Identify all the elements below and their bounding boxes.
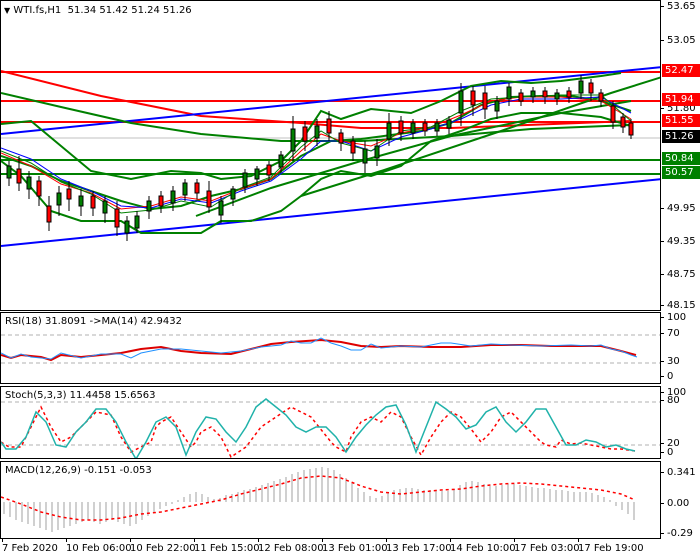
resistance-level-tag: 51.55 xyxy=(662,114,700,127)
stochastic-axis: 100 80 20 0 xyxy=(659,386,700,459)
resistance-level-tag: 51.94 xyxy=(662,93,700,106)
price-tick: 53.65 xyxy=(660,1,696,12)
macd-tick: 0.00 xyxy=(659,498,689,509)
support-level-tag: 50.57 xyxy=(662,166,700,179)
macd-tick: 0.341 xyxy=(660,467,696,478)
time-label: 11 Feb 15:00 xyxy=(194,538,260,554)
price-axis[interactable]: 53.65 53.05 51.80 49.95 49.35 48.75 48.1… xyxy=(660,0,700,311)
time-label: 10 Feb 06:00 xyxy=(66,538,132,554)
stoch-tick: 20 xyxy=(660,438,680,449)
price-tick: 48.75 xyxy=(660,269,696,280)
price-chart-canvas xyxy=(1,66,660,247)
rsi-tick: 100 xyxy=(659,312,686,323)
macd-panel[interactable]: MACD(12,26,9) -0.151 -0.053 xyxy=(0,461,661,539)
symbol-label: WTI.fs,H1 xyxy=(13,5,62,16)
stoch-tick: 100 xyxy=(659,387,686,398)
triangle-down-icon[interactable]: ▼ xyxy=(4,6,11,15)
time-label: 13 Feb 17:00 xyxy=(386,538,452,554)
stochastic-label: Stoch(5,3,3) 11.4458 15.6563 xyxy=(5,390,156,401)
price-tick: 49.35 xyxy=(660,236,696,247)
macd-axis: 0.341 0.00 -0.29 xyxy=(659,461,700,539)
macd-label: MACD(12,26,9) -0.151 -0.053 xyxy=(5,465,152,476)
time-label: 7 Feb 2020 xyxy=(2,538,58,554)
price-tick: 49.95 xyxy=(660,203,696,214)
rsi-axis: 100 70 30 0 xyxy=(659,312,700,384)
time-label: 13 Feb 01:00 xyxy=(322,538,388,554)
macd-canvas xyxy=(1,467,636,532)
time-label: 14 Feb 10:00 xyxy=(450,538,516,554)
rsi-panel[interactable]: RSI(18) 31.8091 ->MA(14) 42.9432 xyxy=(0,312,661,384)
price-tick: 51.80 xyxy=(660,103,696,114)
stochastic-panel[interactable]: Stoch(5,3,3) 11.4458 15.6563 xyxy=(0,386,661,459)
stoch-tick: 0 xyxy=(659,447,673,458)
price-tick: 48.15 xyxy=(660,300,696,311)
time-label: 17 Feb 03:00 xyxy=(514,538,580,554)
last-price-tag: 51.26 xyxy=(662,130,700,143)
rsi-canvas xyxy=(1,334,660,364)
stoch-tick: 80 xyxy=(660,395,680,406)
ohlc-values: 51.34 51.42 51.24 51.26 xyxy=(67,5,192,16)
time-label: 12 Feb 08:00 xyxy=(258,538,324,554)
time-label: 10 Feb 22:00 xyxy=(130,538,196,554)
rsi-tick: 70 xyxy=(660,328,680,339)
macd-tick: -0.29 xyxy=(660,528,693,539)
price-chart-panel[interactable]: ▼ WTI.fs,H1 51.34 51.42 51.24 51.26 xyxy=(0,0,661,311)
stochastic-canvas xyxy=(1,398,660,458)
price-tick: 53.05 xyxy=(660,35,696,46)
symbol-header: ▼ WTI.fs,H1 51.34 51.42 51.24 51.26 xyxy=(4,5,192,16)
rsi-label: RSI(18) 31.8091 ->MA(14) 42.9432 xyxy=(5,316,182,327)
rsi-tick: 30 xyxy=(660,356,680,367)
time-label: 17 Feb 19:00 xyxy=(578,538,644,554)
rsi-tick: 0 xyxy=(659,371,673,382)
support-level-tag: 50.84 xyxy=(662,152,700,165)
resistance-level-tag: 52.47 xyxy=(662,64,700,77)
